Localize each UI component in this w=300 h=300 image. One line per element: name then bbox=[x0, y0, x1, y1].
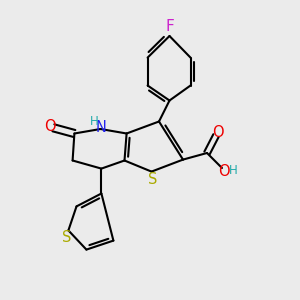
Text: O: O bbox=[218, 164, 229, 178]
Text: H: H bbox=[90, 115, 99, 128]
Text: S: S bbox=[148, 172, 158, 187]
Text: N: N bbox=[96, 120, 106, 135]
Text: F: F bbox=[165, 19, 174, 34]
Text: O: O bbox=[44, 119, 56, 134]
Text: H: H bbox=[229, 164, 238, 178]
Text: O: O bbox=[212, 125, 224, 140]
Text: S: S bbox=[62, 230, 72, 245]
